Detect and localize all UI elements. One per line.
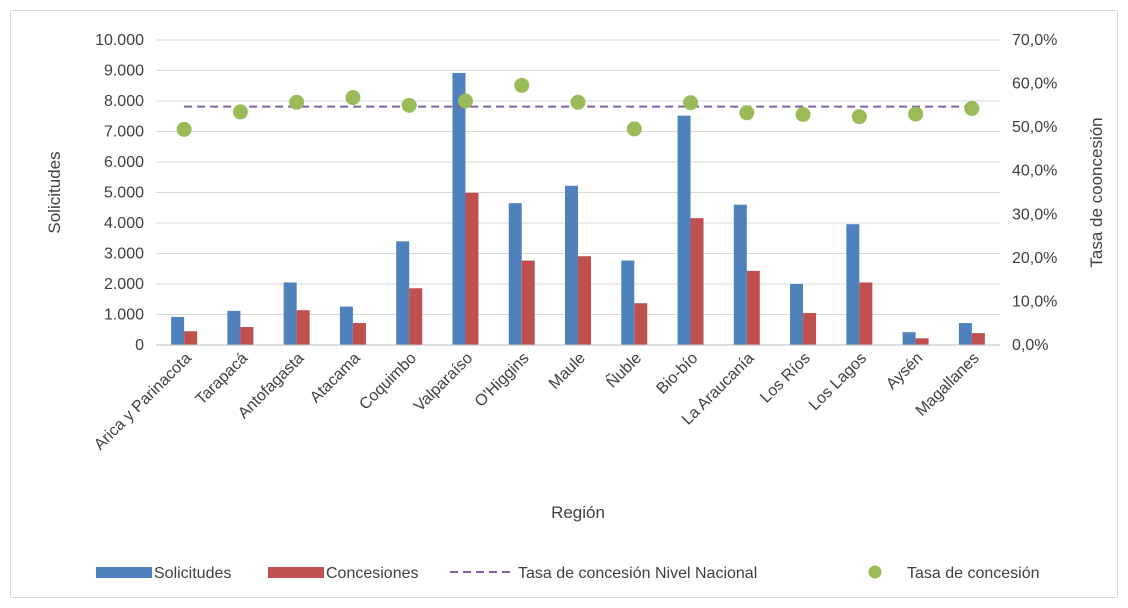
- bar-solicitudes: [283, 282, 297, 345]
- y2-tick-label: 0,0%: [1012, 337, 1048, 354]
- y-tick-label: 10.000: [95, 32, 144, 49]
- bar-concesiones: [296, 310, 310, 345]
- y-tick-label: 3.000: [104, 246, 144, 263]
- bar-solicitudes: [396, 241, 410, 345]
- bar-solicitudes: [958, 323, 972, 345]
- bar-solicitudes: [565, 185, 578, 345]
- x-tick-label: Valparaíso: [411, 350, 476, 415]
- bar-concesiones: [465, 192, 479, 345]
- bar-solicitudes: [846, 224, 860, 345]
- legend-label: Tasa de concesión: [907, 565, 1040, 582]
- y2-tick-label: 20,0%: [1012, 250, 1057, 267]
- y-axis-title: Solicitudes: [45, 151, 64, 233]
- rate-point: [908, 106, 924, 122]
- y2-tick-label: 70,0%: [1012, 32, 1057, 49]
- y2-tick-label: 50,0%: [1012, 119, 1057, 136]
- x-tick-label: Ñuble: [601, 348, 645, 392]
- bar-concesiones: [352, 323, 366, 345]
- x-axis-title: Región: [551, 503, 605, 522]
- rate-point: [289, 94, 305, 110]
- bar-concesiones: [971, 333, 985, 345]
- legend-swatch: [96, 567, 152, 578]
- rate-point: [345, 90, 361, 106]
- rate-point: [851, 109, 867, 125]
- x-tick-label: Atacama: [307, 350, 364, 407]
- y-tick-label: 2.000: [104, 276, 144, 293]
- bar-concesiones: [634, 303, 648, 345]
- x-tick-label: Bio-bío: [653, 350, 701, 398]
- x-tick-label: Aysén: [883, 350, 926, 393]
- x-tick-label: Tarapacá: [193, 350, 252, 409]
- y-tick-label: 7.000: [104, 124, 144, 141]
- bar-concesiones: [859, 282, 873, 345]
- bar-solicitudes: [171, 316, 185, 345]
- bar-solicitudes: [452, 72, 466, 345]
- x-tick-label: Los Lagos: [806, 350, 870, 414]
- legend-swatch: [268, 567, 324, 578]
- legend-label: Concesiones: [326, 565, 419, 582]
- bar-concesiones: [915, 338, 929, 345]
- y2-axis-title: Tasa de cooncesión: [1087, 117, 1106, 267]
- bar-concesiones: [409, 288, 423, 345]
- rate-point: [570, 94, 586, 110]
- rate-point: [626, 121, 642, 137]
- rate-point: [457, 93, 473, 109]
- rate-point: [964, 100, 980, 116]
- rate-point: [683, 95, 699, 111]
- bar-solicitudes: [339, 306, 353, 345]
- y-tick-label: 9.000: [104, 63, 144, 80]
- legend-label: Solicitudes: [154, 565, 231, 582]
- y2-tick-label: 40,0%: [1012, 163, 1057, 180]
- bar-concesiones: [690, 218, 704, 345]
- chart-frame: [10, 10, 1118, 598]
- y2-tick-label: 60,0%: [1012, 76, 1057, 93]
- x-tick-label: Maule: [546, 350, 589, 393]
- bar-concesiones: [803, 312, 817, 345]
- bar-concesiones: [521, 260, 535, 345]
- bar-solicitudes: [508, 203, 522, 345]
- bar-concesiones: [746, 270, 760, 345]
- x-tick-label: Los Ríos: [757, 350, 814, 407]
- y2-tick-label: 10,0%: [1012, 293, 1057, 310]
- rate-point: [232, 104, 248, 120]
- bar-solicitudes: [677, 115, 691, 345]
- bar-solicitudes: [790, 284, 804, 345]
- bar-concesiones: [578, 256, 591, 345]
- bar-concesiones: [240, 327, 254, 345]
- rate-point: [795, 107, 811, 123]
- y-tick-label: 6.000: [104, 154, 144, 171]
- rate-point: [401, 97, 417, 113]
- bar-solicitudes: [227, 310, 241, 345]
- y-tick-label: 0: [135, 337, 144, 354]
- y-tick-label: 5.000: [104, 185, 144, 202]
- bar-solicitudes: [902, 332, 916, 345]
- y-tick-label: 4.000: [104, 215, 144, 232]
- y2-tick-label: 30,0%: [1012, 206, 1057, 223]
- rate-point: [176, 121, 192, 137]
- x-tick-label: Arica y Parinacota: [91, 350, 195, 454]
- rate-point: [739, 105, 755, 121]
- y-tick-label: 1.000: [104, 307, 144, 324]
- bar-solicitudes: [733, 204, 747, 345]
- x-tick-label: O'Higgins: [472, 350, 533, 411]
- rate-point: [514, 77, 530, 93]
- legend-swatch: [868, 565, 882, 579]
- bar-solicitudes: [621, 260, 635, 345]
- y-tick-label: 8.000: [104, 93, 144, 110]
- bar-concesiones: [184, 331, 198, 345]
- legend-label: Tasa de concesión Nivel Nacional: [518, 565, 757, 582]
